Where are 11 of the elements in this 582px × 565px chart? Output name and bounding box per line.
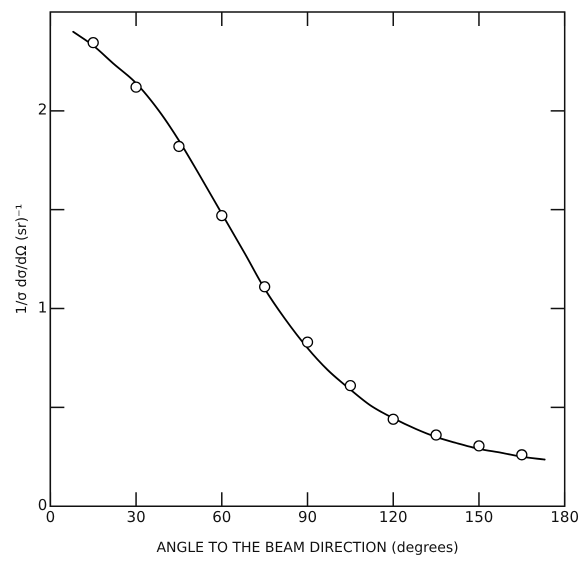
x-tick-label: 30 [126, 508, 146, 526]
x-tick-label: 150 [464, 508, 494, 526]
x-tick-label: 60 [212, 508, 232, 526]
y-tick-label: 2 [38, 100, 48, 119]
x-axis-title: ANGLE TO THE BEAM DIRECTION (degrees) [156, 540, 459, 556]
x-tick-label: 90 [298, 508, 318, 526]
y-tick-label: 0 [38, 496, 48, 514]
y-axis-title: 1/σ dσ/dΩ (sr)⁻¹ [14, 204, 30, 314]
x-tick-label: 120 [378, 508, 408, 526]
y-tick-label: 1 [38, 298, 48, 316]
x-tick-label: 180 [550, 508, 580, 526]
